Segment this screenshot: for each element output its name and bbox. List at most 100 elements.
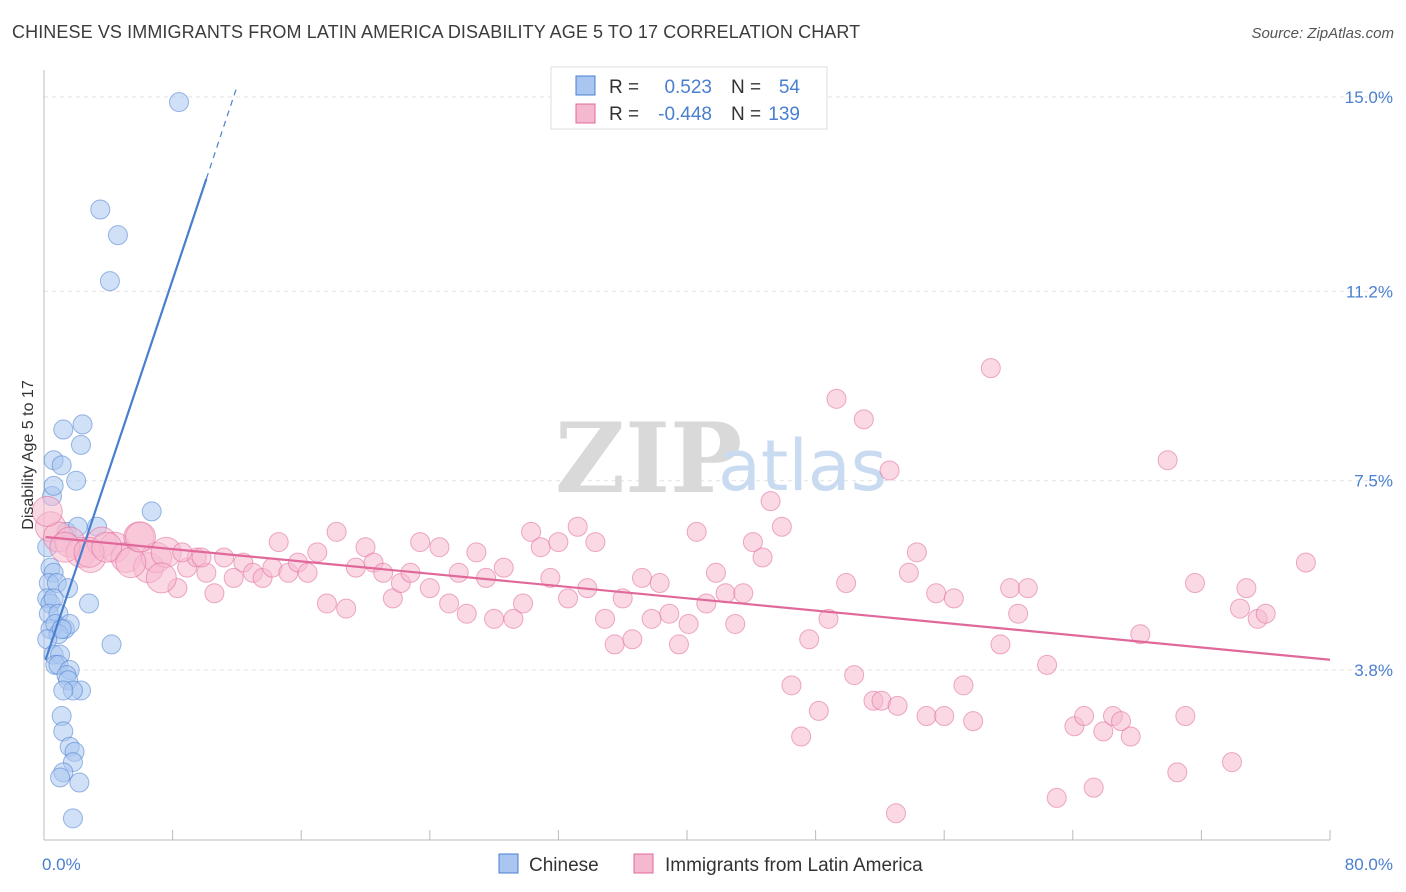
y-tick-label-0: 3.8% — [1354, 661, 1393, 680]
latin-america-point-61 — [622, 629, 643, 650]
latin-america-point-113 — [1130, 624, 1151, 645]
chinese-point-6 — [70, 434, 91, 455]
latin-america-point-50 — [521, 521, 542, 542]
chinese-point-35 — [101, 634, 122, 655]
chinese-point-0 — [169, 92, 190, 113]
latin-america-point-117 — [1184, 573, 1205, 594]
latin-america-point-79 — [791, 726, 812, 747]
latin-america-point-43 — [456, 603, 477, 624]
legend-r-value-latin-america: -0.448 — [658, 104, 712, 125]
latin-america-point-57 — [585, 532, 606, 553]
chinese-point-12 — [141, 501, 162, 522]
latin-america-point-75 — [752, 547, 773, 568]
y-tick-label-3: 15.0% — [1345, 88, 1393, 107]
latin-america-point-69 — [696, 593, 717, 614]
latin-america-point-16 — [204, 583, 225, 604]
latin-america-point-94 — [926, 583, 947, 604]
latin-america-point-62 — [631, 567, 652, 588]
latin-america-point-80 — [799, 629, 820, 650]
latin-america-point-26 — [297, 562, 318, 583]
latin-america-point-47 — [493, 557, 514, 578]
chinese-point-5 — [72, 414, 93, 435]
chinese-point-25 — [79, 593, 100, 614]
latin-america-point-119 — [1229, 598, 1250, 619]
latin-america-point-65 — [659, 603, 680, 624]
latin-america-point-98 — [963, 711, 984, 732]
y-tick-label-2: 11.2% — [1346, 282, 1393, 301]
y-tick-labels: 3.8% 7.5% 11.2% 15.0% — [1345, 88, 1393, 680]
watermark-zip: ZIP — [555, 402, 742, 515]
chart-title: CHINESE VS IMMIGRANTS FROM LATIN AMERICA… — [12, 22, 861, 42]
latin-america-point-41 — [439, 593, 460, 614]
chinese-point-54 — [62, 808, 83, 829]
legend-box: R = 0.523 N = 54 R = -0.448 N = 139 — [550, 66, 828, 130]
latin-america-point-82 — [818, 608, 839, 629]
axes — [43, 70, 1331, 841]
latin-america-point-83 — [826, 388, 847, 409]
latin-america-point-95 — [934, 706, 955, 727]
latin-america-point-68 — [686, 521, 707, 542]
chinese-point-52 — [50, 767, 71, 788]
latin-america-point-74 — [742, 532, 763, 553]
y-tick-label-1: 7.5% — [1354, 472, 1393, 491]
chart-source: Source: ZipAtlas.com — [1251, 25, 1394, 42]
latin-america-point-85 — [844, 665, 865, 686]
latin-america-point-51 — [530, 537, 551, 558]
latin-america-point-103 — [1017, 578, 1038, 599]
latin-america-point-114 — [1157, 450, 1178, 471]
latin-america-point-120 — [1236, 578, 1257, 599]
chinese-trend-extension — [205, 86, 238, 180]
latin-america-point-49 — [513, 593, 534, 614]
latin-america-point-93 — [916, 706, 937, 727]
latin-america-point-29 — [326, 521, 347, 542]
latin-america-point-118 — [1221, 752, 1242, 773]
latin-america-point-97 — [953, 675, 974, 696]
latin-america-point-73 — [733, 583, 754, 604]
latin-america-point-109 — [1093, 721, 1114, 742]
chinese-point-1 — [90, 199, 111, 220]
legend-r-value-chinese: 0.523 — [664, 77, 712, 98]
latin-america-point-125 — [31, 495, 63, 527]
latin-america-point-63 — [641, 608, 662, 629]
bottom-legend-latin-america: Immigrants from Latin America — [665, 855, 923, 876]
latin-america-point-124 — [885, 803, 906, 824]
latin-america-point-64 — [649, 573, 670, 594]
latin-america-point-23 — [268, 532, 289, 553]
latin-america-point-72 — [725, 613, 746, 634]
chinese-point-11 — [43, 475, 64, 496]
bottom-legend: Chinese Immigrants from Latin America — [498, 853, 923, 876]
bottom-legend-swatch-latin-america — [633, 853, 654, 874]
latin-america-point-28 — [316, 593, 337, 614]
chinese-point-2 — [107, 225, 128, 246]
latin-america-point-42 — [448, 562, 469, 583]
latin-america-point-116 — [1175, 706, 1196, 727]
latin-america-point-100 — [990, 634, 1011, 655]
legend-n-value-latin-america: 139 — [768, 104, 800, 125]
latin-america-point-38 — [410, 532, 431, 553]
latin-america-point-99 — [980, 358, 1001, 379]
latin-america-point-90 — [887, 695, 908, 716]
latin-america-point-55 — [567, 516, 588, 537]
latin-america-point-70 — [705, 562, 726, 583]
latin-america-point-59 — [604, 634, 625, 655]
latin-america-point-54 — [558, 588, 579, 609]
x-tick-label-0: 0.0% — [42, 855, 81, 874]
latin-america-point-108 — [1083, 777, 1104, 798]
latin-america-point-132 — [172, 542, 193, 563]
latin-america-point-111 — [1111, 711, 1132, 732]
chinese-point-21 — [58, 578, 79, 599]
latin-america-point-77 — [771, 516, 792, 537]
legend-n-value-chinese: 54 — [779, 77, 801, 98]
chinese-point-8 — [51, 455, 72, 476]
latin-america-point-102 — [1008, 603, 1029, 624]
legend-swatch-latin-america — [575, 103, 596, 124]
latin-america-point-78 — [781, 675, 802, 696]
latin-america-point-53 — [548, 532, 569, 553]
latin-america-point-131 — [145, 562, 177, 594]
y-axis-label: Disability Age 5 to 17 — [20, 380, 37, 530]
latin-america-point-71 — [715, 583, 736, 604]
latin-america-point-86 — [853, 409, 874, 430]
latin-america-point-44 — [466, 542, 487, 563]
latin-america-point-18 — [223, 567, 244, 588]
